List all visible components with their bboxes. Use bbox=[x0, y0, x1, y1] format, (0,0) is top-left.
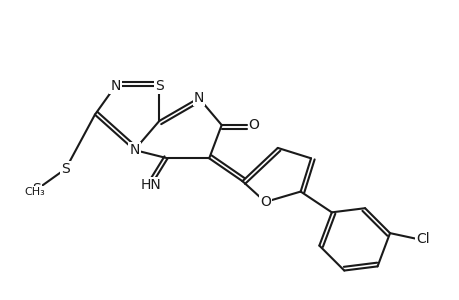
Text: N: N bbox=[193, 91, 204, 105]
Text: N: N bbox=[110, 79, 121, 93]
Text: S: S bbox=[62, 162, 70, 176]
Text: O: O bbox=[248, 118, 259, 132]
Text: Cl: Cl bbox=[415, 232, 429, 246]
Text: HN: HN bbox=[140, 178, 161, 192]
Text: CH₃: CH₃ bbox=[24, 187, 45, 196]
Text: S: S bbox=[32, 182, 41, 197]
Text: N: N bbox=[129, 143, 139, 157]
Text: O: O bbox=[259, 195, 270, 209]
Text: S: S bbox=[155, 79, 163, 93]
